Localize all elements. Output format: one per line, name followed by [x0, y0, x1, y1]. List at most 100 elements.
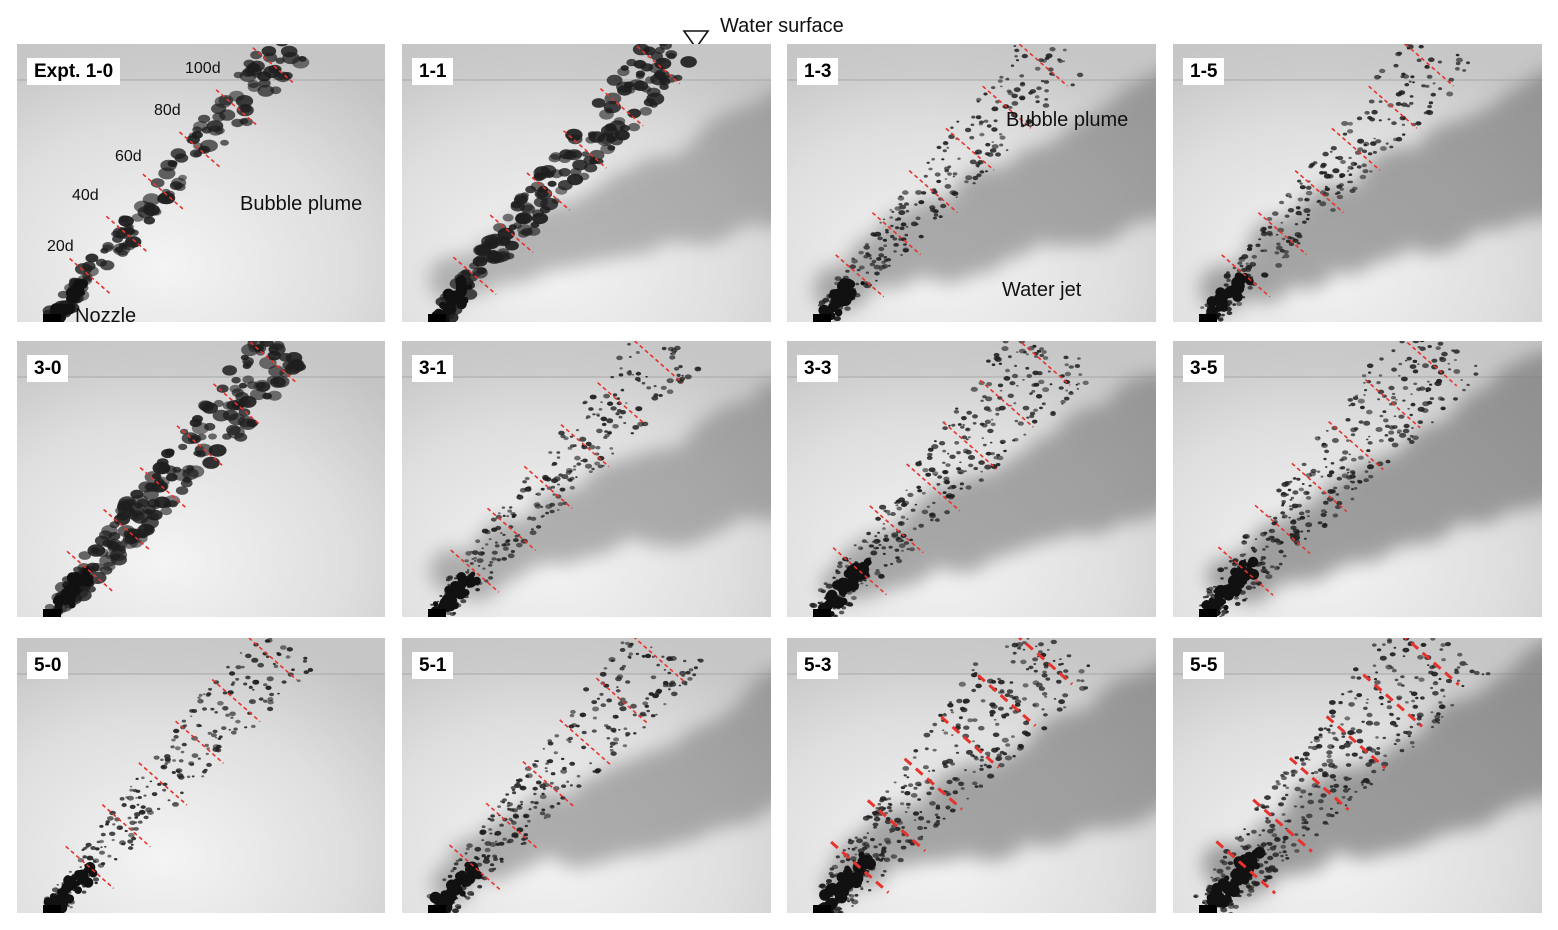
nozzle-core	[428, 571, 481, 617]
water-jet-cloud	[1199, 71, 1542, 312]
water-jet-cloud	[429, 381, 771, 601]
surface-band	[17, 341, 385, 377]
distance-label-40d: 40d	[72, 187, 99, 204]
surface-band	[787, 638, 1156, 674]
distance-label-20d: 20d	[47, 238, 74, 255]
nozzle-core	[818, 278, 865, 322]
bubble-plume	[430, 342, 702, 616]
nozzle	[43, 609, 61, 617]
panel-3-3: 3-3	[787, 341, 1156, 617]
panel-label: 1-5	[1183, 58, 1225, 85]
distance-markers	[830, 638, 1074, 894]
water-jet-cloud	[822, 665, 1156, 901]
distance-markers	[69, 47, 294, 294]
nozzle	[813, 609, 831, 617]
water-jet-cloud	[821, 373, 1156, 600]
surface-band	[1173, 44, 1542, 80]
surface-band	[402, 44, 771, 80]
panel-5-1: 5-1	[402, 638, 771, 913]
water-jet-label: Water jet	[1002, 279, 1082, 301]
nozzle-core	[1201, 556, 1260, 617]
water-jet-cloud	[813, 71, 1156, 313]
surface-band	[17, 638, 385, 674]
panel-label: 5-3	[797, 652, 839, 679]
panel-photo	[402, 638, 771, 913]
panel-1-1: 1-1	[402, 44, 771, 322]
panel-1-0: Expt. 1-0 100d 80d 60d 40d 20d Bubble pl…	[17, 44, 385, 322]
panel-label: 5-5	[1183, 652, 1225, 679]
distance-markers	[450, 341, 683, 593]
panel-photo	[787, 341, 1156, 617]
bubble-plume	[435, 44, 697, 322]
water-jet-cloud	[1202, 642, 1542, 902]
panel-photo	[1173, 638, 1542, 913]
panel-photo	[402, 341, 771, 617]
panel-label: 3-5	[1183, 355, 1225, 382]
distance-label-100d: 100d	[185, 60, 221, 77]
panel-3-1: 3-1	[402, 341, 771, 617]
nozzle	[1199, 905, 1217, 913]
panel-photo	[17, 638, 385, 913]
nozzle	[428, 905, 446, 913]
water-jet-cloud	[428, 92, 771, 303]
distance-markers	[832, 341, 1071, 596]
water-jet-cloud	[1206, 351, 1542, 604]
surface-band	[1173, 341, 1542, 377]
surface-band	[402, 341, 771, 377]
nozzle	[813, 905, 831, 913]
nozzle-core	[817, 851, 876, 913]
nozzle	[1199, 314, 1217, 322]
distance-markers	[1217, 341, 1458, 596]
bubble-plume	[426, 641, 704, 913]
panel-photo	[17, 44, 385, 322]
panel-label: 3-3	[797, 355, 839, 382]
panel-1-3: 1-3 Bubble plume Water jet	[787, 44, 1156, 322]
panel-label: Expt. 1-0	[27, 58, 121, 85]
inverted-triangle-icon	[682, 30, 710, 50]
water-surface-label: Water surface	[720, 15, 844, 37]
nozzle	[428, 314, 446, 322]
nozzle-label: Nozzle	[75, 305, 137, 322]
nozzle	[43, 314, 61, 322]
distance-markers	[835, 44, 1069, 298]
nozzle	[43, 905, 61, 913]
panel-5-3: 5-3	[787, 638, 1156, 913]
bubble-plume	[818, 45, 1084, 322]
distance-markers	[66, 341, 296, 592]
tank-background	[17, 638, 385, 913]
panel-5-0: 5-0	[17, 638, 385, 913]
surface-band	[787, 44, 1156, 80]
panel-3-5: 3-5	[1173, 341, 1542, 617]
bubble-plume-label: Bubble plume	[240, 193, 363, 215]
nozzle	[1199, 609, 1217, 617]
panel-photo	[1173, 44, 1542, 322]
nozzle	[813, 314, 831, 322]
surface-band	[402, 638, 771, 674]
panel-photo	[1173, 341, 1542, 617]
water-jet-cloud	[431, 670, 771, 904]
nozzle	[428, 609, 446, 617]
tank-background	[17, 44, 385, 322]
surface-band	[787, 341, 1156, 377]
panel-label: 5-1	[412, 652, 454, 679]
panel-photo	[787, 44, 1156, 322]
panel-photo	[17, 341, 385, 617]
panel-label: 3-0	[27, 355, 69, 382]
panel-5-5: 5-5	[1173, 638, 1542, 913]
distance-markers	[1221, 44, 1455, 298]
panel-photo	[787, 638, 1156, 913]
panel-label: 1-1	[412, 58, 454, 85]
panel-label: 3-1	[412, 355, 454, 382]
distance-markers	[448, 638, 685, 891]
distance-markers	[65, 638, 298, 890]
distance-markers	[452, 45, 681, 296]
panel-photo	[402, 44, 771, 322]
distance-markers	[1215, 638, 1460, 895]
panel-1-5: 1-5	[1173, 44, 1542, 322]
panel-3-0: 3-0	[17, 341, 385, 617]
panel-label: 1-3	[797, 58, 839, 85]
distance-label-80d: 80d	[154, 102, 181, 119]
bubble-plume-label: Bubble plume	[1006, 109, 1129, 131]
distance-label-60d: 60d	[115, 148, 142, 165]
panel-label: 5-0	[27, 652, 69, 679]
